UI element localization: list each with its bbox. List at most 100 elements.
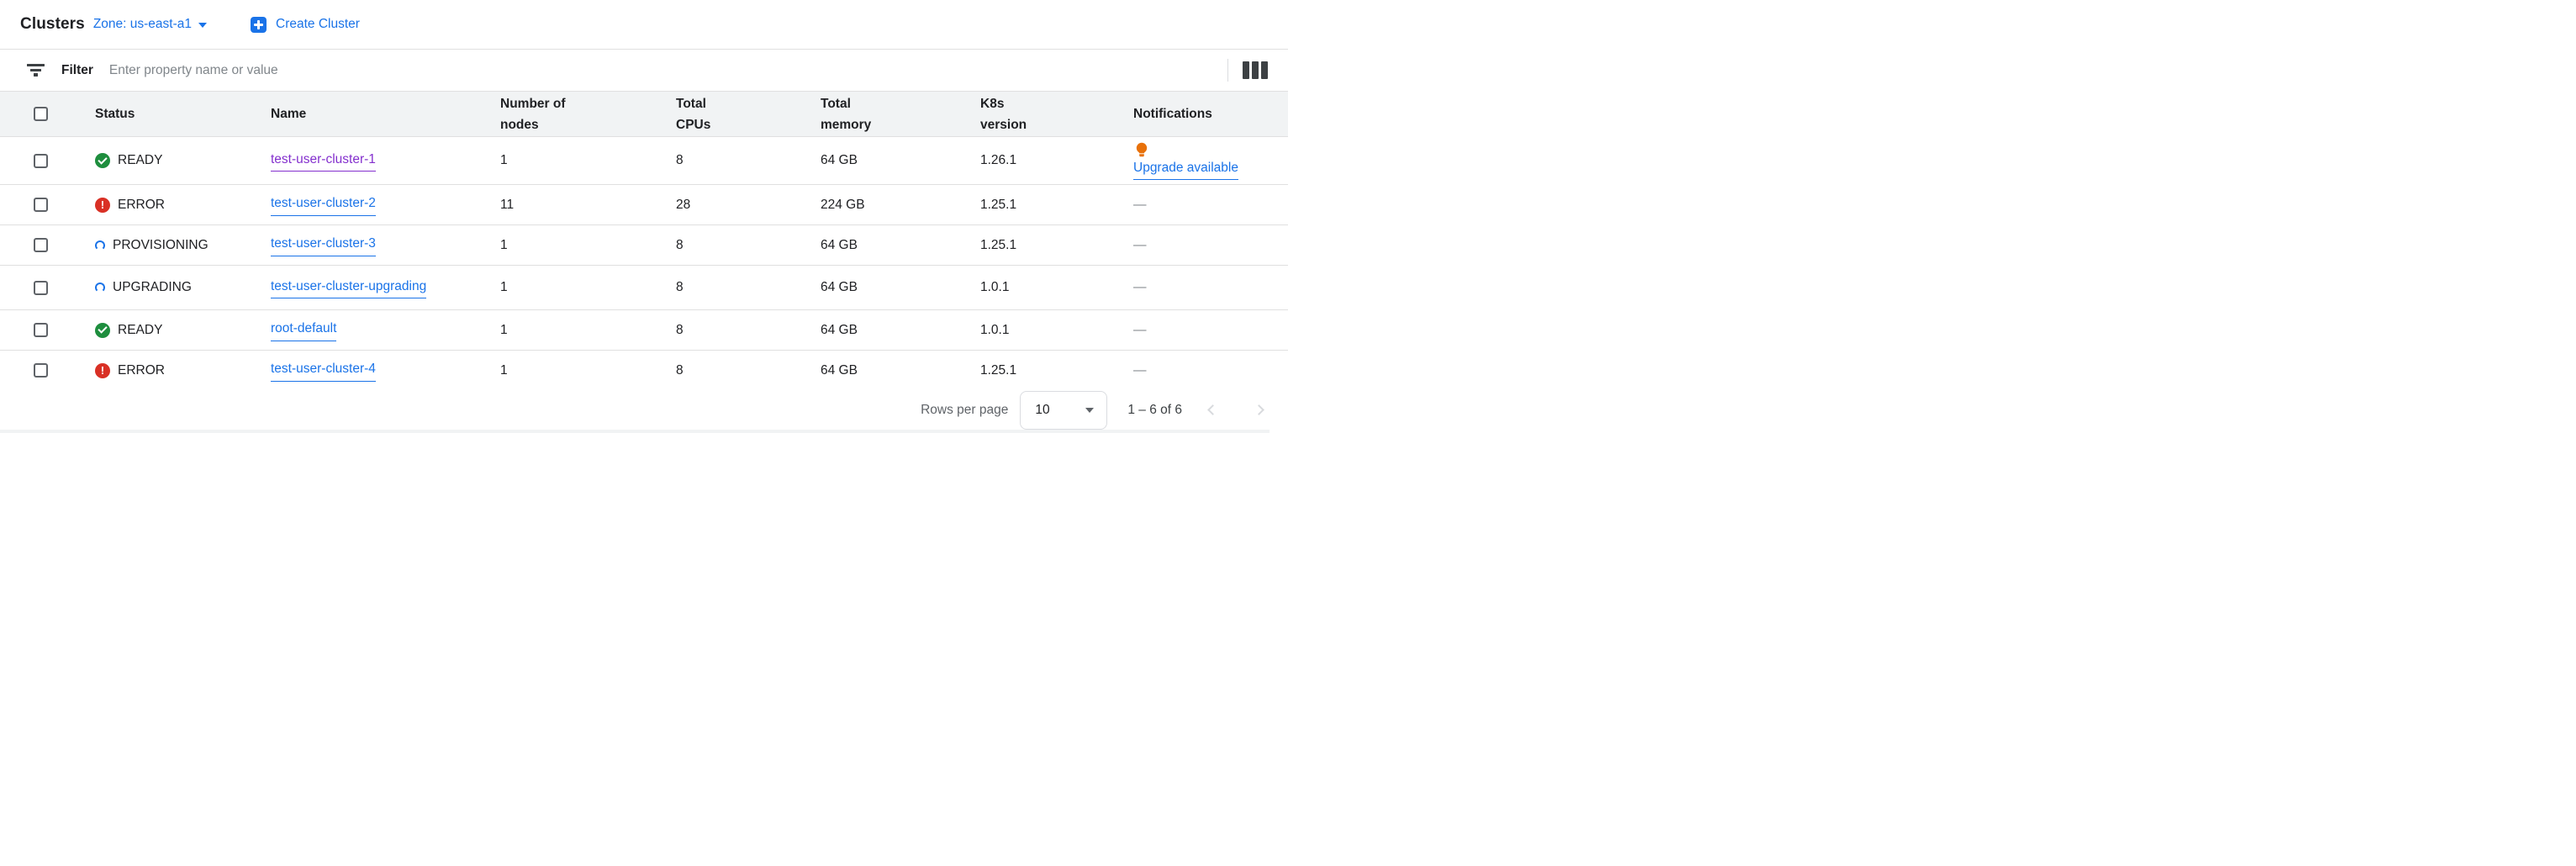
nodes-cell: 1 bbox=[490, 265, 666, 311]
ready-check-icon bbox=[95, 153, 110, 169]
k8s-version-cell: 1.25.1 bbox=[970, 224, 1123, 267]
select-all-checkbox[interactable] bbox=[34, 107, 48, 121]
column-header-k8s-version: K8s version bbox=[970, 91, 1123, 137]
empty-notification: — bbox=[1133, 362, 1147, 378]
empty-notification: — bbox=[1133, 197, 1147, 212]
cluster-name-link[interactable]: test-user-cluster-2 bbox=[271, 194, 376, 216]
cpus-cell: 28 bbox=[666, 184, 810, 226]
nodes-cell: 11 bbox=[490, 184, 666, 226]
cpus-cell: 8 bbox=[666, 136, 810, 186]
create-cluster-button[interactable]: Create Cluster bbox=[251, 16, 360, 33]
status-label: ERROR bbox=[118, 197, 165, 212]
column-header-name: Name bbox=[261, 91, 490, 137]
rows-per-page-label: Rows per page bbox=[921, 402, 1009, 417]
pagination-bar: Rows per page 10 1 – 6 of 6 bbox=[0, 387, 1288, 433]
clusters-page: Clusters Zone: us-east-a1 Create Cluster… bbox=[0, 0, 1288, 433]
empty-notification: — bbox=[1133, 237, 1147, 252]
status-label: PROVISIONING bbox=[113, 237, 209, 252]
column-header-nodes: Number of nodes bbox=[490, 91, 666, 137]
row-checkbox[interactable] bbox=[34, 153, 48, 168]
nodes-cell: 1 bbox=[490, 224, 666, 267]
zone-selector-label: Zone: us-east-a1 bbox=[92, 17, 193, 31]
status-label: ERROR bbox=[118, 362, 165, 378]
notification: Upgrade available bbox=[1133, 137, 1275, 184]
filter-funnel-icon bbox=[26, 64, 45, 77]
memory-cell: 64 GB bbox=[810, 224, 970, 267]
column-header-select bbox=[0, 91, 85, 137]
zone-selector[interactable]: Zone: us-east-a1 bbox=[92, 17, 208, 32]
lightbulb-icon bbox=[1135, 142, 1148, 159]
column-header-cpus: Total CPUs bbox=[666, 91, 810, 137]
table-row: READY root-default 1 8 64 GB 1.0.1 — bbox=[0, 309, 1288, 351]
create-cluster-label: Create Cluster bbox=[276, 17, 360, 31]
empty-notification: — bbox=[1133, 280, 1147, 295]
table-row: PROVISIONING test-user-cluster-3 1 8 64 … bbox=[0, 224, 1288, 267]
status-label: UPGRADING bbox=[113, 280, 192, 295]
row-checkbox[interactable] bbox=[34, 363, 48, 378]
memory-cell: 224 GB bbox=[810, 184, 970, 226]
nodes-cell: 1 bbox=[490, 350, 666, 392]
error-exclamation-icon bbox=[95, 197, 110, 213]
memory-cell: 64 GB bbox=[810, 350, 970, 392]
table-row: ERROR test-user-cluster-4 1 8 64 GB 1.25… bbox=[0, 350, 1288, 392]
rows-per-page-select[interactable]: 10 bbox=[1020, 390, 1108, 430]
error-exclamation-icon bbox=[95, 362, 110, 378]
k8s-version-cell: 1.26.1 bbox=[970, 136, 1123, 186]
cluster-name-link[interactable]: test-user-cluster-3 bbox=[271, 235, 376, 256]
memory-cell: 64 GB bbox=[810, 265, 970, 311]
filter-label: Filter bbox=[61, 62, 93, 77]
progress-spinner-icon bbox=[95, 240, 105, 251]
cluster-name-link[interactable]: test-user-cluster-4 bbox=[271, 360, 376, 382]
column-display-button[interactable] bbox=[1243, 61, 1268, 79]
progress-spinner-icon bbox=[95, 283, 105, 293]
column-header-status: Status bbox=[85, 91, 261, 137]
nodes-cell: 1 bbox=[490, 136, 666, 186]
chevron-left-icon bbox=[1207, 404, 1218, 415]
cluster-name-link[interactable]: test-user-cluster-upgrading bbox=[271, 277, 427, 299]
column-header-memory: Total memory bbox=[810, 91, 970, 137]
table-row: READY test-user-cluster-1 1 8 64 GB 1.26… bbox=[0, 136, 1288, 186]
rows-per-page-value: 10 bbox=[1035, 402, 1050, 417]
k8s-version-cell: 1.0.1 bbox=[970, 309, 1123, 351]
horizontal-scrollbar-track[interactable] bbox=[0, 430, 1270, 433]
plus-icon bbox=[251, 16, 267, 33]
cluster-name-link[interactable]: test-user-cluster-1 bbox=[271, 150, 376, 172]
k8s-version-cell: 1.0.1 bbox=[970, 265, 1123, 311]
memory-cell: 64 GB bbox=[810, 136, 970, 186]
row-checkbox[interactable] bbox=[34, 280, 48, 295]
k8s-version-cell: 1.25.1 bbox=[970, 184, 1123, 226]
page-header: Clusters Zone: us-east-a1 Create Cluster bbox=[0, 0, 1288, 50]
clusters-table: Status Name Number of nodes Total CPUs T… bbox=[0, 91, 1288, 392]
status-label: READY bbox=[118, 322, 163, 337]
cluster-table-body: READY test-user-cluster-1 1 8 64 GB 1.26… bbox=[0, 136, 1288, 392]
status-label: READY bbox=[118, 153, 163, 168]
cpus-cell: 8 bbox=[666, 309, 810, 351]
empty-notification: — bbox=[1133, 322, 1147, 337]
chevron-right-icon bbox=[1254, 404, 1264, 415]
column-header-notifications: Notifications bbox=[1123, 91, 1288, 137]
filter-input[interactable] bbox=[107, 61, 1227, 79]
chevron-down-icon bbox=[198, 23, 208, 28]
row-checkbox[interactable] bbox=[34, 238, 48, 253]
next-page-button[interactable] bbox=[1250, 401, 1268, 419]
memory-cell: 64 GB bbox=[810, 309, 970, 351]
row-checkbox[interactable] bbox=[34, 198, 48, 213]
row-checkbox[interactable] bbox=[34, 323, 48, 338]
k8s-version-cell: 1.25.1 bbox=[970, 350, 1123, 392]
filter-bar: Filter bbox=[0, 50, 1288, 91]
page-title: Clusters bbox=[20, 15, 85, 33]
previous-page-button[interactable] bbox=[1204, 401, 1222, 419]
table-row: UPGRADING test-user-cluster-upgrading 1 … bbox=[0, 265, 1288, 311]
cluster-name-link[interactable]: root-default bbox=[271, 319, 337, 341]
table-header-row: Status Name Number of nodes Total CPUs T… bbox=[0, 91, 1288, 137]
upgrade-available-link[interactable]: Upgrade available bbox=[1133, 159, 1238, 181]
cpus-cell: 8 bbox=[666, 265, 810, 311]
table-row: ERROR test-user-cluster-2 11 28 224 GB 1… bbox=[0, 184, 1288, 226]
ready-check-icon bbox=[95, 322, 110, 338]
cpus-cell: 8 bbox=[666, 350, 810, 392]
divider bbox=[1227, 59, 1228, 82]
page-range-label: 1 – 6 of 6 bbox=[1127, 402, 1182, 417]
chevron-down-icon bbox=[1085, 407, 1095, 413]
cpus-cell: 8 bbox=[666, 224, 810, 267]
nodes-cell: 1 bbox=[490, 309, 666, 351]
